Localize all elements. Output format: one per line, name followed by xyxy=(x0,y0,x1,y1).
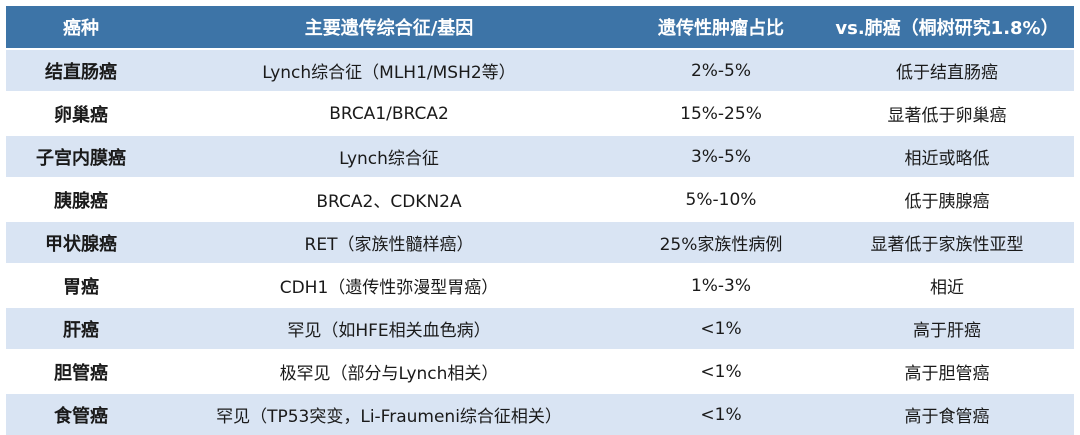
ratio-cell: <1% xyxy=(622,392,820,435)
table-row: 胃癌 CDH1（遗传性弥漫型胃癌） 1%-3% 相近 xyxy=(6,263,1074,307)
ratio-cell: <1% xyxy=(622,306,820,350)
cancer-type-cell: 子宫内膜癌 xyxy=(6,134,156,178)
comparison-cell: 低于胰腺癌 xyxy=(820,177,1074,221)
table-header-row: 癌种 主要遗传综合征/基因 遗传性肿瘤占比 vs.肺癌（桐树研究1.8%） xyxy=(6,6,1074,49)
syndrome-cell: Lynch综合征（MLH1/MSH2等） xyxy=(156,48,622,92)
comparison-cell: 相近 xyxy=(820,263,1074,307)
table-row: 卵巢癌 BRCA1/BRCA2 15%-25% 显著低于卵巢癌 xyxy=(6,91,1074,135)
hereditary-cancer-table: 癌种 主要遗传综合征/基因 遗传性肿瘤占比 vs.肺癌（桐树研究1.8%） 结直… xyxy=(6,6,1074,435)
ratio-cell: 25%家族性病例 xyxy=(622,220,820,264)
ratio-cell: 5%-10% xyxy=(622,177,820,221)
ratio-cell: 2%-5% xyxy=(622,48,820,92)
header-syndrome-gene: 主要遗传综合征/基因 xyxy=(156,6,622,49)
header-hereditary-ratio: 遗传性肿瘤占比 xyxy=(622,6,820,49)
table-row: 食管癌 罕见（TP53突变，Li-Fraumeni综合征相关） <1% 高于食管… xyxy=(6,392,1074,435)
table-row: 结直肠癌 Lynch综合征（MLH1/MSH2等） 2%-5% 低于结直肠癌 xyxy=(6,48,1074,92)
cancer-type-cell: 肝癌 xyxy=(6,306,156,350)
table-row: 子宫内膜癌 Lynch综合征 3%-5% 相近或略低 xyxy=(6,134,1074,178)
header-cancer-type: 癌种 xyxy=(6,6,156,49)
comparison-cell: 相近或略低 xyxy=(820,134,1074,178)
comparison-cell: 高于食管癌 xyxy=(820,392,1074,435)
comparison-cell: 高于胆管癌 xyxy=(820,349,1074,393)
table-row: 胰腺癌 BRCA2、CDKN2A 5%-10% 低于胰腺癌 xyxy=(6,177,1074,221)
comparison-cell: 显著低于家族性亚型 xyxy=(820,220,1074,264)
table-row: 甲状腺癌 RET（家族性髓样癌） 25%家族性病例 显著低于家族性亚型 xyxy=(6,220,1074,264)
ratio-cell: 1%-3% xyxy=(622,263,820,307)
syndrome-cell: CDH1（遗传性弥漫型胃癌） xyxy=(156,263,622,307)
syndrome-cell: RET（家族性髓样癌） xyxy=(156,220,622,264)
syndrome-cell: 罕见（TP53突变，Li-Fraumeni综合征相关） xyxy=(156,392,622,435)
cancer-type-cell: 甲状腺癌 xyxy=(6,220,156,264)
cancer-type-cell: 胰腺癌 xyxy=(6,177,156,221)
syndrome-cell: BRCA1/BRCA2 xyxy=(156,91,622,135)
ratio-cell: 3%-5% xyxy=(622,134,820,178)
syndrome-cell: BRCA2、CDKN2A xyxy=(156,177,622,221)
cancer-type-cell: 卵巢癌 xyxy=(6,91,156,135)
table-row: 胆管癌 极罕见（部分与Lynch相关） <1% 高于胆管癌 xyxy=(6,349,1074,393)
syndrome-cell: Lynch综合征 xyxy=(156,134,622,178)
comparison-cell: 显著低于卵巢癌 xyxy=(820,91,1074,135)
hereditary-cancer-table-container: 癌种 主要遗传综合征/基因 遗传性肿瘤占比 vs.肺癌（桐树研究1.8%） 结直… xyxy=(6,6,1074,435)
ratio-cell: 15%-25% xyxy=(622,91,820,135)
cancer-type-cell: 胆管癌 xyxy=(6,349,156,393)
comparison-cell: 低于结直肠癌 xyxy=(820,48,1074,92)
cancer-type-cell: 胃癌 xyxy=(6,263,156,307)
table-row: 肝癌 罕见（如HFE相关血色病） <1% 高于肝癌 xyxy=(6,306,1074,350)
syndrome-cell: 极罕见（部分与Lynch相关） xyxy=(156,349,622,393)
ratio-cell: <1% xyxy=(622,349,820,393)
header-vs-lung-cancer: vs.肺癌（桐树研究1.8%） xyxy=(820,6,1074,49)
cancer-type-cell: 结直肠癌 xyxy=(6,48,156,92)
cancer-type-cell: 食管癌 xyxy=(6,392,156,435)
comparison-cell: 高于肝癌 xyxy=(820,306,1074,350)
syndrome-cell: 罕见（如HFE相关血色病） xyxy=(156,306,622,350)
